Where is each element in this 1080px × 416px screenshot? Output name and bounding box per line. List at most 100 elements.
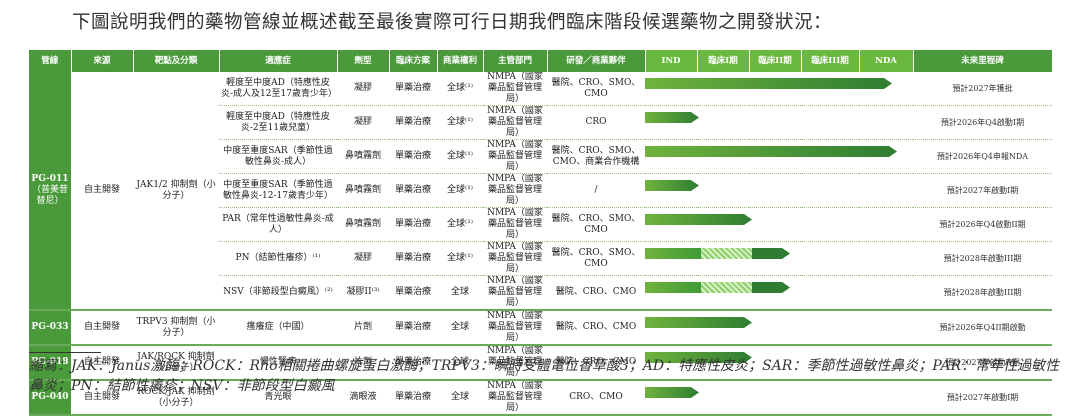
target-cell: TRPV3 抑制劑（小分子）: [133, 310, 219, 346]
indication-cell: 瘙癢症（中國）: [219, 310, 337, 346]
partners-cell: 醫院、CRO、CMO: [547, 345, 645, 381]
authority-cell: NMPA（國家藥品監督管理局）: [483, 275, 547, 311]
table-row: PG-011 （普美昔替尼） 自主開發 JAK1/2 抑制劑（小分子） 輕度至中度AD（…: [29, 72, 1052, 311]
dosage-cell: 凝膠: [337, 241, 389, 276]
table-row: 中度至重度SAR（季節性過敏性鼻炎-12-17歲青少年） 鼻噴霧劑 單藥治療 全球⁽¹…: [29, 173, 1052, 208]
indication-cell: PAR（常年性過敏性鼻炎-成人）: [219, 207, 337, 242]
regimen-cell: 單藥治療: [389, 241, 437, 276]
authority-cell: NMPA（國家藥品監督管理局）: [483, 173, 547, 208]
rights-cell: 全球⁽¹⁾: [437, 173, 483, 208]
rights-cell: 全球: [437, 310, 483, 346]
progress-bar: [645, 387, 699, 398]
indication-cell: NSV（非節段型白癜風）⁽²⁾: [219, 275, 337, 311]
authority-cell: NMPA（國家藥品監督管理局）: [483, 310, 547, 346]
rights-cell: 全球⁽¹⁾: [437, 207, 483, 242]
header-future: 未來里程碑: [913, 50, 1053, 72]
header-phase1: 臨床I期: [697, 50, 750, 72]
authority-cell: NMPA（國家藥品監督管理局）: [483, 241, 547, 276]
partners-cell: 醫院、CRO、SMO、CMO: [547, 241, 645, 276]
abbreviations-note: 縮寫：JAK：Janus激酶；ROCK：Rho相關捲曲螺旋蛋白激酶；TRPV3：…: [29, 358, 1060, 394]
source-cell: 自主開發: [71, 310, 133, 346]
page-caption: 下圖說明我們的藥物管線並概述截至最後實際可行日期我們臨床階段候選藥物之開發狀況：: [72, 12, 833, 33]
milestone-cell: 預計2027年獲批: [913, 72, 1052, 106]
header-rights: 商業權利: [437, 50, 484, 72]
table-row: NSV（非節段型白癜風）⁽²⁾ 凝膠II⁽³⁾ 單藥治療 全球 NMPA（國家藥品監督管…: [29, 275, 1052, 311]
progress-bar: [645, 282, 790, 293]
partners-cell: 醫院、CRO、SMO、CMO、商業合作機構: [547, 139, 645, 174]
progress-bar: [645, 214, 752, 225]
milestone-cell: 預計2026年Q4啟動II期: [913, 207, 1052, 242]
table-row: 中度至重度SAR（季節性過敏性鼻炎-成人） 鼻噴霧劑 單藥治療 全球⁽¹⁾ NMPA（國…: [29, 139, 1052, 174]
table-row: 輕度至中度AD（特應性皮炎-2至11歲兒童） 凝膠 單藥治療 全球⁽¹⁾ NMPA（國家…: [29, 105, 1052, 140]
dosage-cell: 鼻噴霧劑: [337, 139, 389, 174]
header-source: 來源: [71, 50, 134, 72]
milestone-cell: 預計2028年啟動III期: [913, 275, 1052, 311]
table-row: PG-033 自主開發 TRPV3 抑制劑（小分子） 瘙癢症（中國） 片劑 單藥治療 全球 N…: [29, 310, 1052, 346]
header-phase3: 臨床III期: [801, 50, 860, 72]
dosage-cell: 凝膠: [337, 72, 389, 106]
rights-cell: 全球⁽¹⁾: [437, 139, 483, 174]
product-cell: PG-033: [29, 310, 71, 346]
target-cell: JAK/ROCK 抑制劑（小分子）: [133, 345, 219, 381]
progress-bar: [645, 112, 699, 123]
progress-cell: [645, 345, 913, 381]
progress-bar: [645, 352, 752, 363]
partners-cell: 醫院、CRO、CMO: [547, 310, 645, 346]
milestone-cell: 預計2026年Q4啟動I期: [913, 105, 1052, 140]
progress-bar: [645, 180, 699, 191]
regimen-cell: 單藥治療: [389, 275, 437, 311]
regimen-cell: 單藥治療: [389, 173, 437, 208]
dosage-cell: 片劑: [337, 345, 389, 381]
progress-bar: [645, 78, 892, 89]
partners-cell: 醫院、CRO、SMO、CMO: [547, 72, 645, 106]
regimen-cell: 單藥治療: [389, 310, 437, 346]
source-cell: 自主開發: [71, 345, 133, 381]
product-name: PG-018: [31, 357, 69, 367]
rights-cell: 全球: [437, 345, 483, 381]
dosage-cell: 鼻噴霧劑: [337, 173, 389, 208]
progress-bar: [645, 248, 790, 259]
partners-cell: /: [547, 173, 645, 208]
product-name: PG-011: [31, 174, 69, 184]
authority-cell: NMPA（國家藥品監督管理局）: [483, 139, 547, 174]
header-nda: NDA: [859, 50, 914, 72]
product-name: PG-033: [31, 322, 69, 332]
progress-cell: [645, 275, 913, 311]
regimen-cell: 單藥治療: [389, 72, 437, 106]
rights-cell: 全球⁽¹⁾: [437, 72, 483, 106]
footnote-rule: [29, 352, 101, 353]
authority-cell: NMPA（國家藥品監督管理局）: [483, 105, 547, 140]
dosage-cell: 鼻噴霧劑: [337, 207, 389, 242]
product-subtitle: （普美昔替尼）: [31, 185, 68, 206]
partners-cell: 醫院、CRO、CMO: [547, 275, 645, 311]
header-phase2: 臨床II期: [749, 50, 802, 72]
milestone-cell: 預計2026年Q4申報NDA: [913, 139, 1052, 174]
progress-cell: [645, 207, 913, 242]
partners-cell: CRO: [547, 105, 645, 140]
milestone-cell: 預計2027年啟動II期: [913, 345, 1052, 381]
partners-cell: 醫院、CRO、SMO、CMO: [547, 207, 645, 242]
authority-cell: NMPA（國家藥品監督管理局）: [483, 72, 547, 106]
dosage-cell: 凝膠: [337, 105, 389, 140]
header-target: 靶點及分類: [133, 50, 220, 72]
product-cell: PG-011 （普美昔替尼）: [29, 72, 71, 311]
indication-cell: 輕度至中度AD（特應性皮炎-成人及12至17歲青少年）: [219, 72, 337, 106]
regimen-cell: 單藥治療: [389, 207, 437, 242]
header-ind: IND: [645, 50, 698, 72]
source-cell: 自主開發: [71, 72, 133, 311]
progress-cell: [645, 173, 913, 208]
header-regimen: 臨床方案: [389, 50, 438, 72]
progress-cell: [645, 310, 913, 346]
progress-cell: [645, 105, 913, 140]
progress-cell: [645, 241, 913, 276]
header-authority: 主管部門: [483, 50, 548, 72]
table-row: PAR（常年性過敏性鼻炎-成人） 鼻噴霧劑 單藥治療 全球⁽¹⁾ NMPA（國家藥品監督…: [29, 207, 1052, 242]
header-product: 管線: [29, 50, 72, 72]
header-row: 管線 來源 靶點及分類 適應症 劑型 臨床方案 商業權利 主管部門 研發／商業夥…: [29, 50, 1053, 72]
regimen-cell: 單藥治療: [389, 345, 437, 381]
table-row: PN（結節性癢疹）⁽¹⁾ 凝膠 單藥治療 全球⁽¹⁾ NMPA（國家藥品監督管理局） 醫院…: [29, 241, 1052, 276]
progress-bar: [645, 317, 752, 328]
rights-cell: 全球⁽¹⁾: [437, 241, 483, 276]
indication-cell: 輕度至中度AD（特應性皮炎-2至11歲兒童）: [219, 105, 337, 140]
authority-cell: NMPA（國家藥品監督管理局）: [483, 207, 547, 242]
